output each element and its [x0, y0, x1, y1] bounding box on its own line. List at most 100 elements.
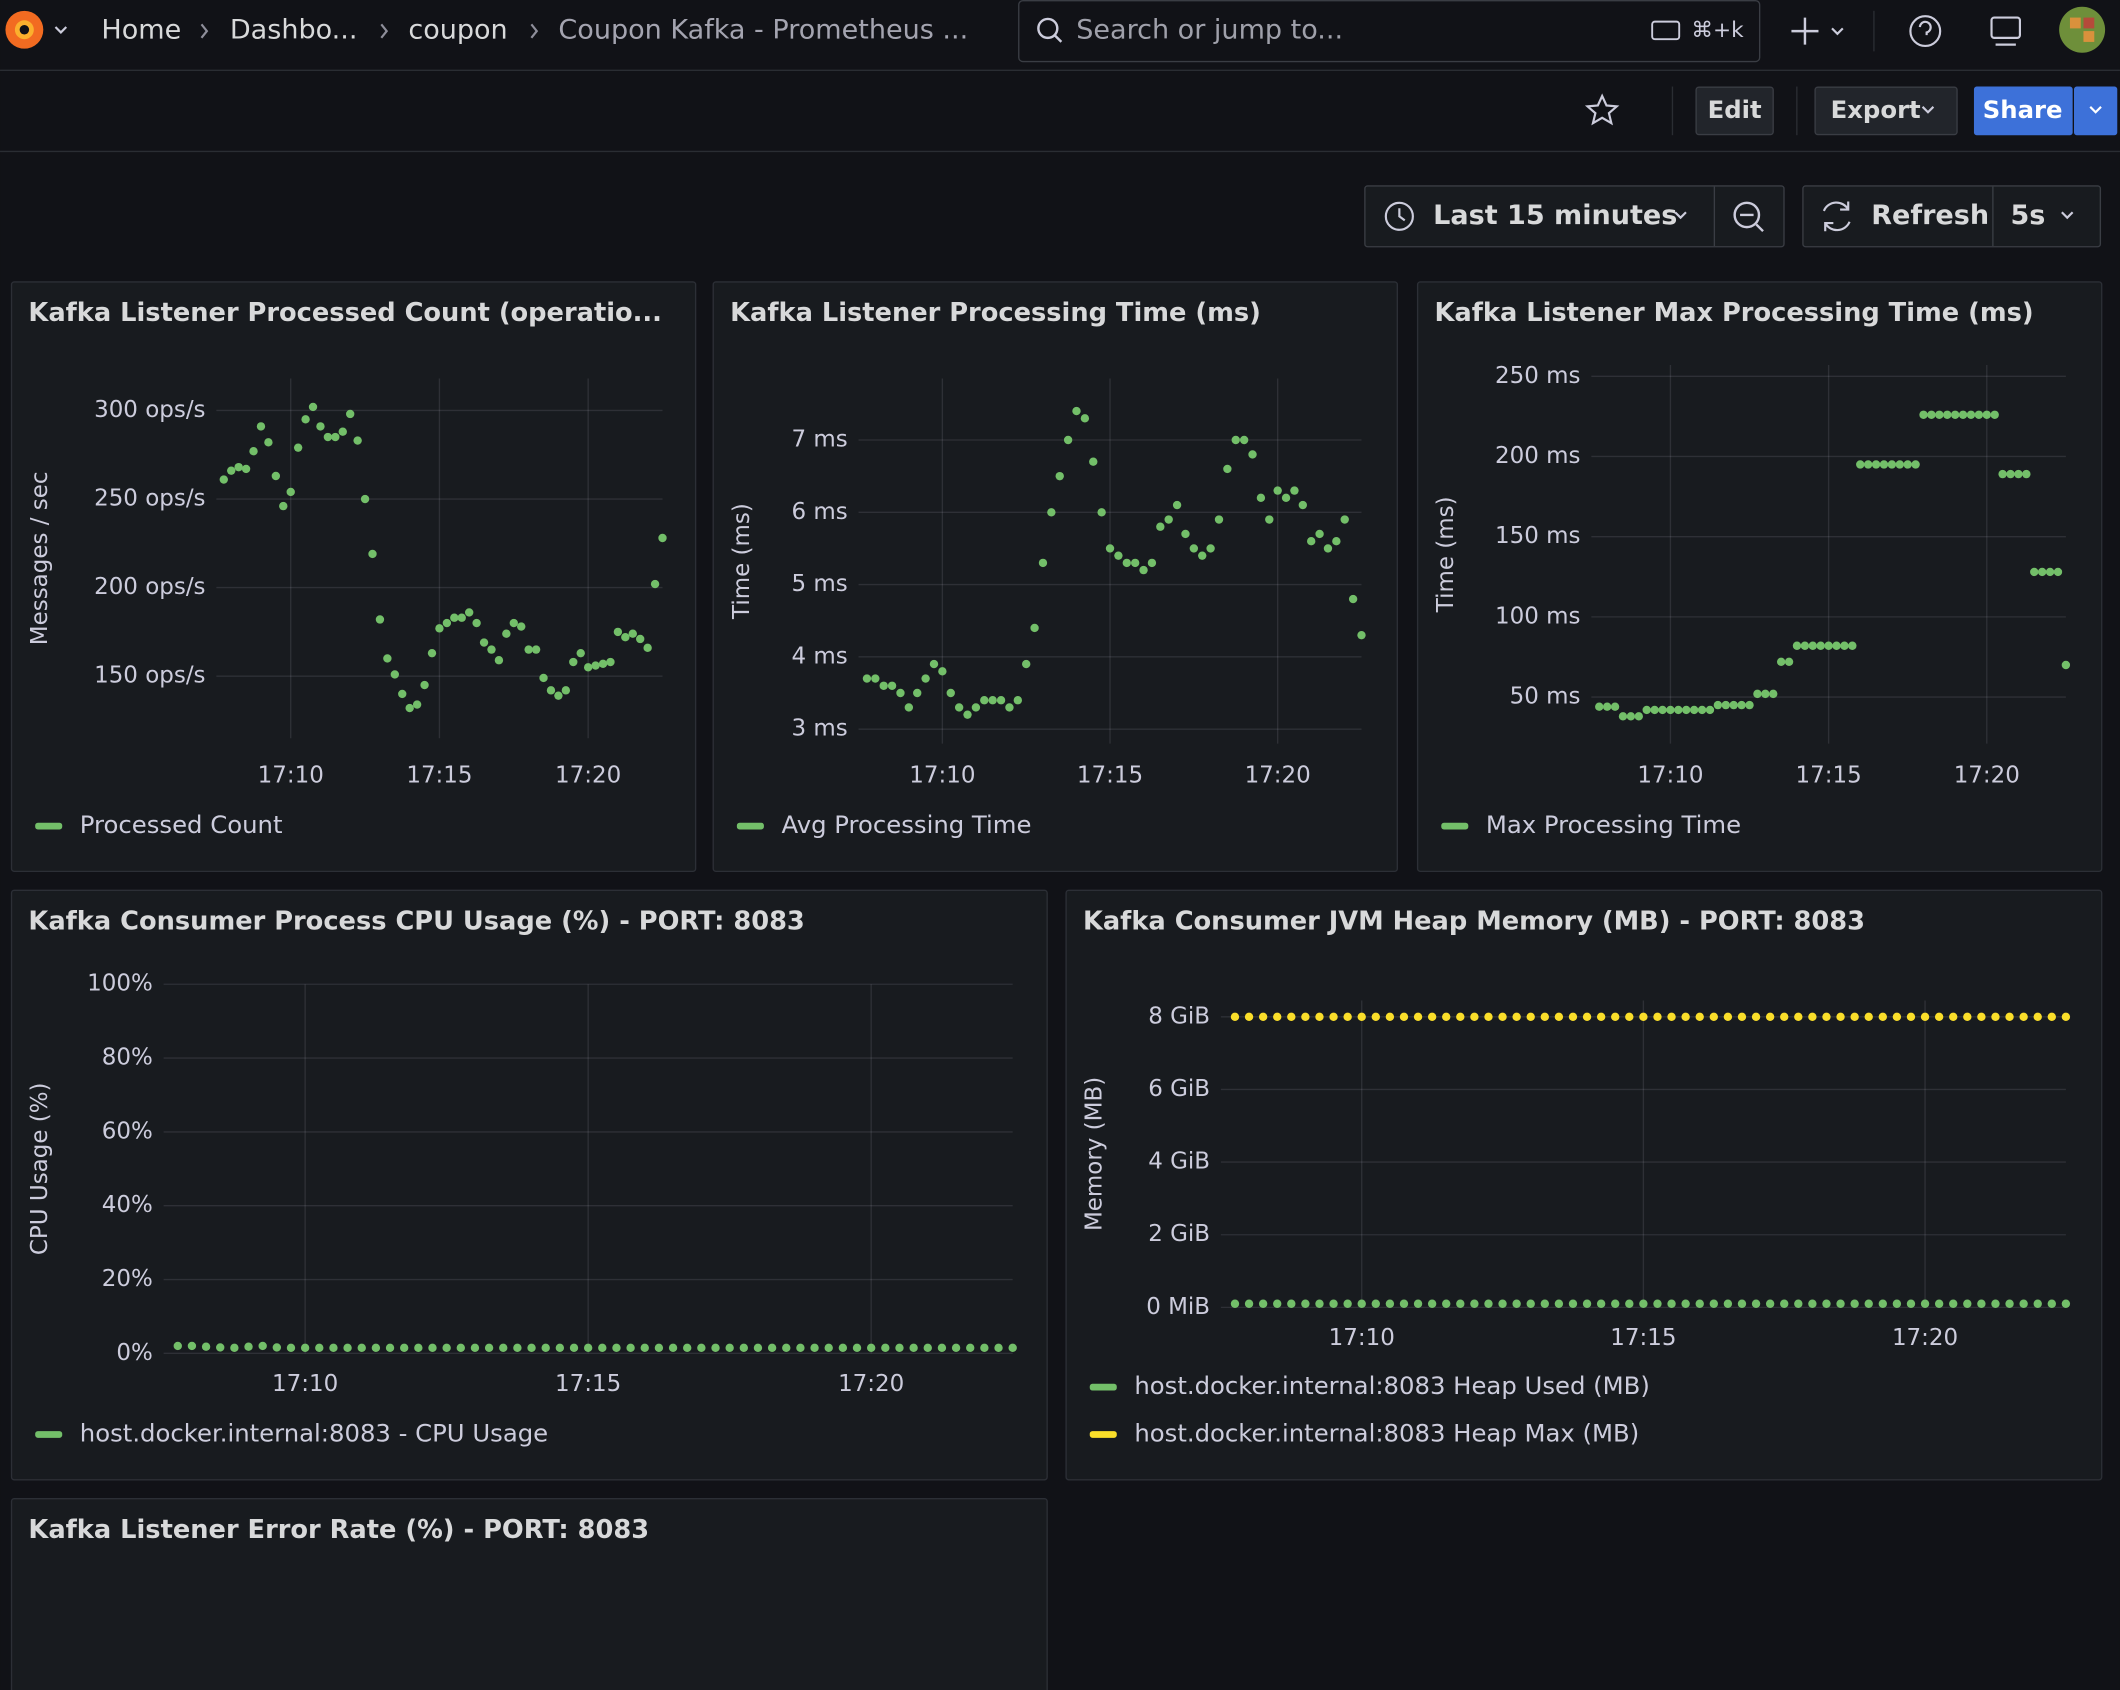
help-button[interactable] [1909, 15, 1942, 48]
legend-label: Processed Count [80, 810, 283, 839]
data-point [1287, 1012, 1296, 1022]
data-point [1230, 1012, 1240, 1022]
breadcrumb[interactable]: Home [101, 15, 181, 46]
x-tick-label: 17:20 [1245, 763, 1311, 789]
clock-icon [1398, 208, 1406, 222]
data-point [1230, 1299, 1240, 1308]
data-point [1713, 700, 1723, 710]
data-point [2047, 1012, 2056, 1022]
data-point [1761, 689, 1770, 699]
data-point [343, 1343, 352, 1353]
x-tick-label: 17:20 [1954, 763, 2020, 789]
data-point [1456, 1299, 1465, 1308]
x-tick-label: 17:20 [555, 763, 621, 789]
data-point [470, 1343, 480, 1353]
data-point [201, 1342, 211, 1351]
data-point [1991, 1012, 2000, 1022]
zoom-out-button[interactable] [1733, 201, 1761, 229]
data-point [1737, 1299, 1747, 1308]
data-point [513, 1343, 522, 1353]
data-point [2061, 1299, 2071, 1308]
data-point [272, 1343, 282, 1352]
legend-item[interactable]: Processed Count [35, 810, 282, 839]
data-point [1273, 486, 1282, 495]
data-point [1456, 1012, 1465, 1022]
grafana-logo[interactable] [5, 10, 68, 49]
data-point [1949, 1012, 1958, 1022]
legend-item[interactable]: host.docker.internal:8083 Heap Used (MB) [1089, 1371, 1650, 1400]
help-icon [1918, 20, 1932, 36]
data-point [1658, 705, 1667, 715]
data-point [323, 432, 333, 442]
export-button[interactable] [1814, 86, 1958, 136]
data-point [1934, 1299, 1944, 1308]
data-point [621, 633, 630, 642]
legend-item[interactable]: Max Processing Time [1441, 810, 1741, 839]
data-point [427, 648, 437, 658]
x-tick-label: 17:20 [838, 1371, 904, 1397]
data-point [1653, 1299, 1662, 1308]
refresh-picker[interactable] [1802, 185, 2102, 248]
panel-frame [10, 889, 1048, 1481]
data-point [913, 688, 922, 698]
legend-item[interactable]: host.docker.internal:8083 Heap Max (MB) [1089, 1418, 1639, 1447]
x-tick-label: 17:10 [258, 763, 324, 789]
data-point [301, 415, 310, 424]
edit-button[interactable] [1695, 86, 1774, 136]
data-point [1273, 1299, 1282, 1308]
data-point [293, 443, 303, 452]
data-point [1315, 529, 1324, 539]
y-tick-label: 20% [102, 1266, 153, 1292]
data-point [1769, 689, 1778, 699]
data-point [650, 579, 660, 589]
legend-swatch [35, 1431, 63, 1438]
data-point [1974, 410, 1984, 419]
data-point [583, 663, 593, 672]
add-menu[interactable] [1791, 17, 1844, 45]
y-tick-label: 4 ms [791, 643, 847, 669]
y-axis-title: Messages / sec [27, 472, 53, 646]
breadcrumb[interactable]: coupon [408, 15, 507, 46]
data-point [1147, 558, 1157, 568]
data-point [1695, 1012, 1704, 1022]
data-point [1990, 410, 1999, 419]
time-range-picker[interactable] [1364, 185, 1785, 248]
legend-item[interactable]: Avg Processing Time [736, 810, 1032, 839]
data-point [1323, 544, 1333, 553]
data-point [980, 1343, 989, 1353]
data-point [1745, 700, 1754, 710]
data-point [1122, 558, 1131, 568]
data-point [1512, 1012, 1521, 1022]
data-point [1540, 1299, 1549, 1308]
search-box[interactable]: Search or jump to... ⌘+k [1018, 0, 1761, 63]
data-point [697, 1343, 706, 1353]
data-point [1737, 1012, 1747, 1022]
legend-swatch [1089, 1431, 1117, 1438]
breadcrumb-current: Coupon Kafka - Prometheus ... [558, 15, 968, 46]
data-point [1258, 1012, 1268, 1022]
breadcrumb[interactable]: Dashbo... [230, 15, 358, 46]
data-point [862, 674, 872, 683]
refresh-label[interactable]: Refresh [1871, 200, 1989, 231]
data-point [258, 1341, 267, 1351]
data-point [1667, 1012, 1676, 1022]
avatar[interactable] [2059, 6, 2106, 53]
data-point [626, 1343, 635, 1353]
data-point [399, 1343, 409, 1353]
data-point [1332, 537, 1341, 546]
data-point [2033, 1012, 2042, 1022]
data-point [561, 686, 571, 695]
legend-item[interactable]: host.docker.internal:8083 - CPU Usage [35, 1418, 548, 1447]
refresh-interval[interactable]: 5s [2010, 200, 2045, 231]
data-point [1385, 1012, 1395, 1022]
kiosk-button[interactable] [1990, 16, 2022, 46]
star-button[interactable] [1584, 93, 1620, 126]
data-point [546, 686, 556, 695]
y-tick-label: 5 ms [791, 571, 847, 597]
data-point [1958, 410, 1968, 419]
data-point [1765, 1012, 1775, 1022]
share-button[interactable] [1973, 86, 2073, 136]
panel-frame [1416, 281, 2103, 873]
data-point [1895, 460, 1904, 469]
avatar-pixel [2083, 17, 2095, 29]
